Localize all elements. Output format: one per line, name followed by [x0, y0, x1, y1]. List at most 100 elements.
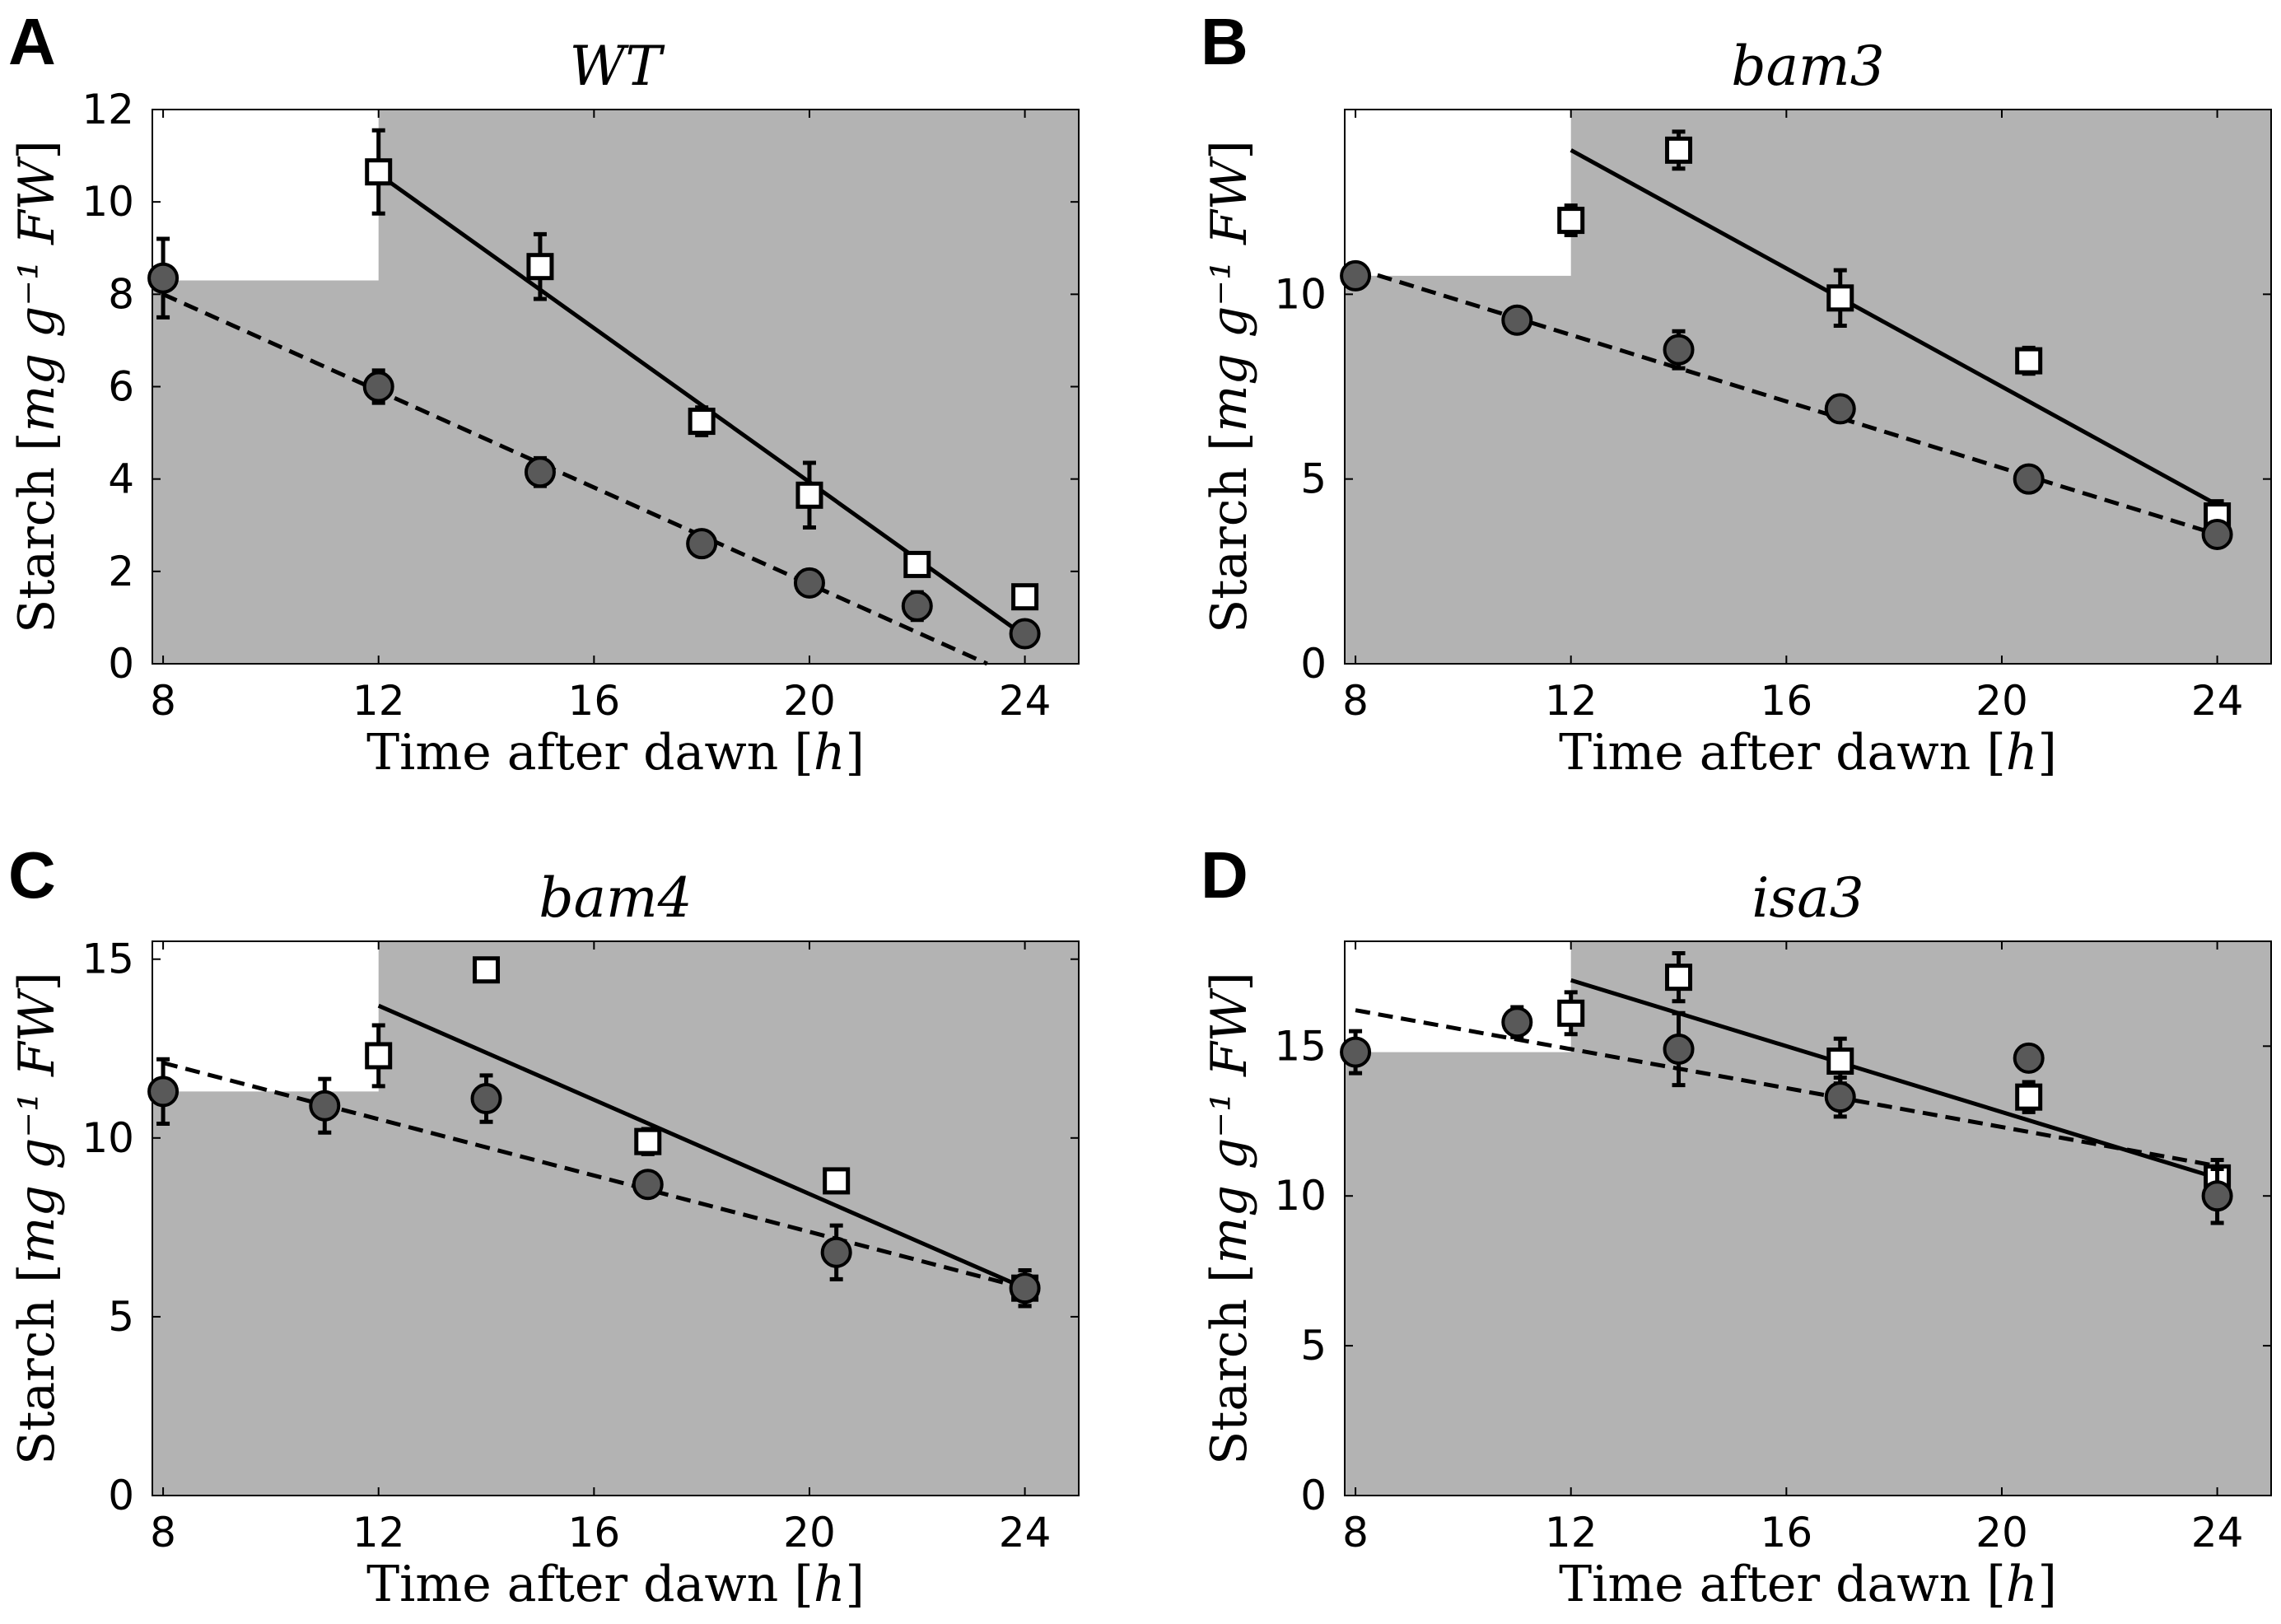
square-point — [1557, 207, 1585, 235]
square-point — [365, 158, 393, 186]
circle-point — [1501, 1006, 1533, 1038]
x-tick-label: 24 — [999, 677, 1052, 725]
axes-frame — [152, 940, 1080, 1496]
x-tick-label: 16 — [1761, 1509, 1813, 1556]
y-axis-label: Starch [mg g⁻¹ FW] — [8, 972, 66, 1465]
x-axis-label: Time after dawn [h] — [1559, 1556, 2057, 1613]
y-tick-label: 10 — [1274, 1172, 1327, 1220]
circle-point — [1501, 304, 1533, 336]
y-tick-label: 0 — [1300, 640, 1327, 688]
y-tick-label: 2 — [108, 548, 134, 595]
circle-point — [147, 262, 180, 294]
circle-point — [309, 1090, 341, 1122]
circle-point — [2013, 463, 2045, 495]
x-axis-unit: h — [814, 724, 846, 782]
x-axis-unit: h — [2006, 1556, 2038, 1613]
x-tick-label: 8 — [150, 677, 176, 725]
fit-line-solid — [1570, 148, 2218, 507]
axes-frame — [1344, 940, 2272, 1496]
circle-point — [793, 567, 825, 599]
light-period-region — [152, 941, 379, 1092]
panel-title: isa3 — [1752, 866, 1864, 930]
x-tick-label: 20 — [1975, 1509, 2028, 1556]
square-point — [823, 1167, 851, 1195]
axes-frame — [1344, 109, 2272, 665]
square-point — [526, 253, 554, 281]
x-tick-label: 20 — [783, 1509, 836, 1556]
circle-point — [1340, 1036, 1372, 1068]
circle-point — [1663, 334, 1695, 366]
circle-point — [2201, 518, 2233, 550]
circle-point — [901, 590, 933, 622]
circle-point — [2201, 1180, 2233, 1212]
panel-c: 8 12 16 20 24 0 5 10 15 C bam4 Time after dawn [h] S… — [8, 838, 1080, 1613]
square-point — [903, 550, 931, 578]
square-point — [634, 1127, 662, 1155]
fit-line-dashed — [1355, 1008, 2218, 1169]
circle-point — [362, 371, 394, 403]
square-point — [2015, 347, 2043, 375]
y-tick-label: 15 — [82, 936, 134, 983]
y-tick-label: 8 — [108, 270, 134, 318]
x-tick-label: 8 — [150, 1509, 176, 1556]
x-tick-label: 20 — [1975, 677, 2028, 725]
y-tick-label: 5 — [1300, 455, 1327, 503]
circle-point — [1663, 1033, 1695, 1065]
y-tick-label: 10 — [82, 1114, 134, 1162]
y-tick-label: 15 — [1274, 1022, 1327, 1070]
circle-point — [524, 456, 556, 488]
y-tick-label: 10 — [82, 178, 134, 226]
y-tick-label: 0 — [1300, 1472, 1327, 1519]
panel-letter: B — [1201, 5, 1248, 78]
x-tick-label: 12 — [352, 1509, 405, 1556]
x-axis-unit: h — [814, 1556, 846, 1613]
y-tick-label: 4 — [108, 455, 134, 503]
x-axis-label: Time after dawn [h] — [1559, 724, 2057, 782]
x-tick-label: 24 — [999, 1509, 1052, 1556]
light-period-region — [1345, 941, 1571, 1052]
x-tick-label: 12 — [1545, 1509, 1598, 1556]
circle-point — [2013, 1042, 2045, 1074]
panel-letter: C — [8, 838, 56, 912]
circle-point — [1824, 393, 1856, 425]
fit-line-dashed — [1355, 266, 2218, 537]
circle-point — [1009, 618, 1041, 650]
x-tick-label: 12 — [352, 677, 405, 725]
y-axis-unit: mg g⁻¹ FW — [1201, 987, 1258, 1263]
circle-point — [1824, 1081, 1856, 1113]
x-tick-label: 20 — [783, 677, 836, 725]
y-axis-unit: mg g⁻¹ FW — [8, 156, 66, 432]
y-axis-label: Starch [mg g⁻¹ FW] — [1201, 140, 1258, 633]
square-point — [1665, 136, 1693, 164]
x-tick-label: 24 — [2191, 677, 2244, 725]
x-tick-label: 16 — [568, 1509, 621, 1556]
x-tick-label: 16 — [568, 677, 621, 725]
panel-title: bam3 — [1731, 35, 1884, 98]
square-point — [2015, 1083, 2043, 1111]
light-period-region — [1345, 110, 1571, 276]
circle-point — [147, 1076, 180, 1108]
panel-title: WT — [570, 35, 666, 98]
fit-line-dashed — [162, 1061, 1026, 1290]
x-tick-label: 16 — [1761, 677, 1813, 725]
circle-point — [470, 1083, 502, 1115]
panel-letter: A — [8, 5, 56, 78]
y-tick-label: 10 — [1274, 270, 1327, 318]
y-tick-label: 0 — [108, 640, 134, 688]
y-axis-label: Starch [mg g⁻¹ FW] — [8, 140, 66, 633]
x-tick-label: 24 — [2191, 1509, 2244, 1556]
y-tick-label: 0 — [108, 1472, 134, 1519]
light-period-region — [152, 110, 379, 281]
square-point — [1826, 284, 1854, 312]
circle-point — [1340, 259, 1372, 292]
circle-point — [686, 528, 718, 560]
x-axis-label: Time after dawn [h] — [366, 1556, 865, 1613]
panel-title: bam4 — [539, 866, 692, 930]
x-axis-unit: h — [2006, 724, 2038, 782]
x-axis-label: Time after dawn [h] — [366, 724, 865, 782]
panel-d: 8 12 16 20 24 0 5 10 15 D isa3 Time after dawn [h] S… — [1201, 838, 2272, 1613]
square-point — [1011, 583, 1039, 611]
y-axis-label: Starch [mg g⁻¹ FW] — [1201, 972, 1258, 1465]
y-axis-unit: mg g⁻¹ FW — [1201, 156, 1258, 432]
